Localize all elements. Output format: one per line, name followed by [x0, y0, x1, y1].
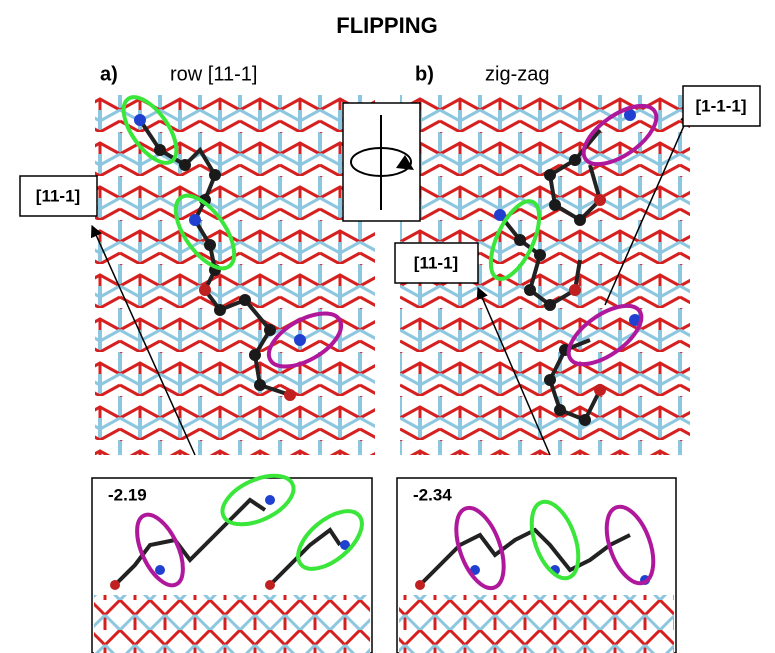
surface [95, 95, 375, 455]
direction-label: [11-1] [36, 186, 80, 205]
panel-letter: a) [100, 63, 118, 85]
energy-label: -2.34 [413, 485, 452, 504]
direction-label: [11-1] [414, 253, 458, 272]
panel-letter: b) [415, 63, 434, 85]
title: FLIPPING [336, 13, 437, 38]
panel-caption: zig-zag [485, 63, 549, 85]
energy-label: -2.19 [108, 485, 147, 504]
panel-caption: row [11-1] [170, 63, 257, 85]
rotation-icon [343, 103, 420, 221]
figure: FLIPPING a) row [11-1] b) zig-zag [0, 0, 775, 653]
direction-label: [1-1-1] [695, 96, 746, 115]
